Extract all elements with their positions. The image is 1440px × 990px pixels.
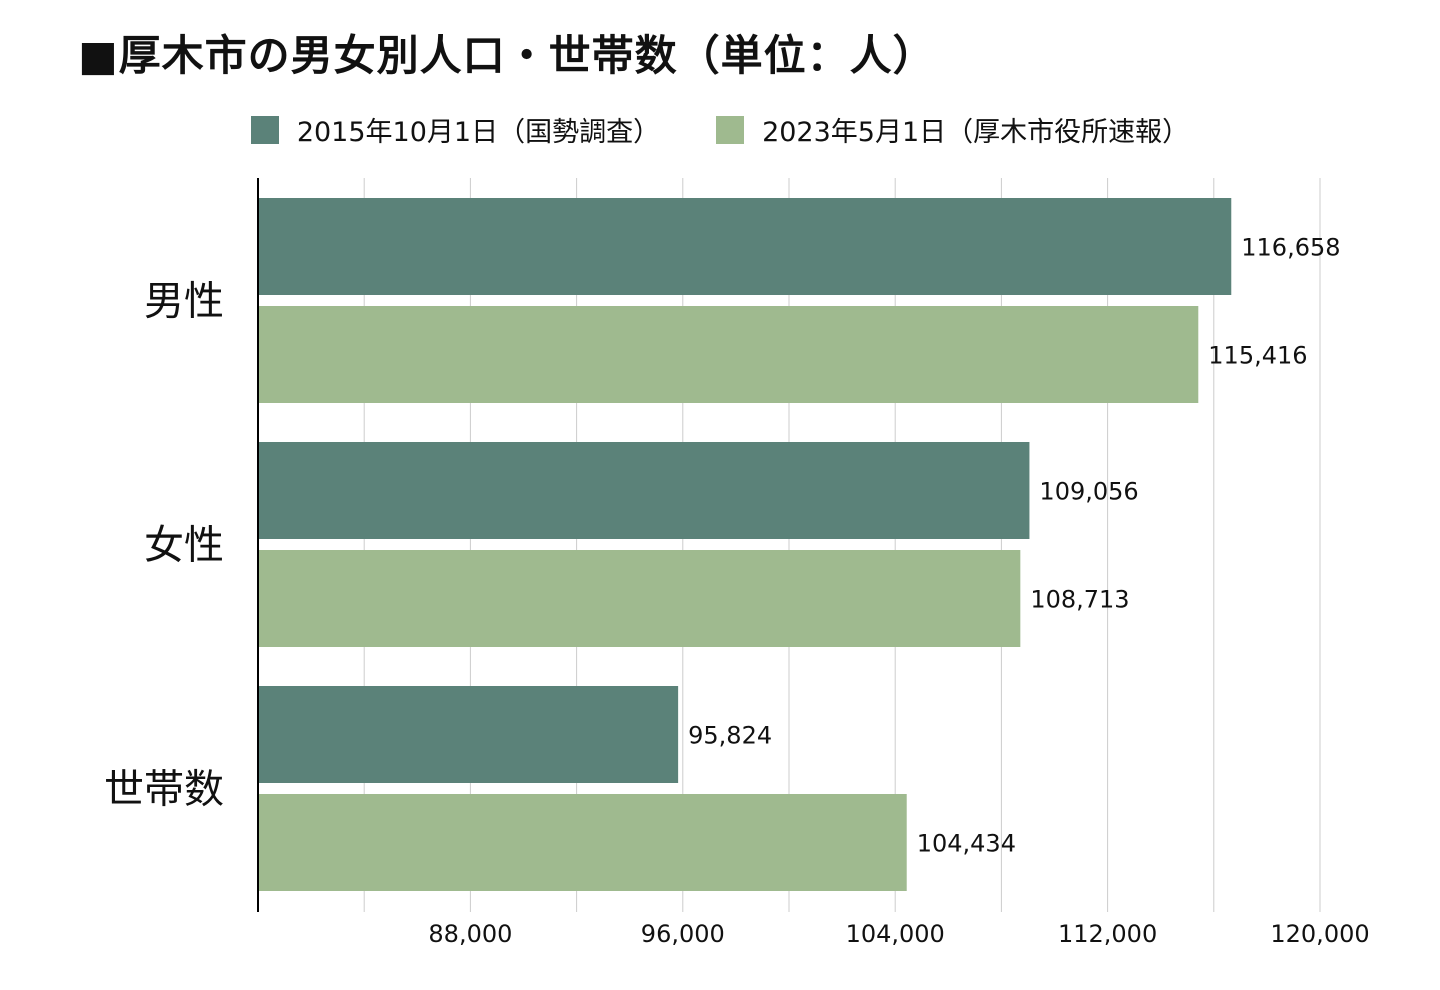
legend-item-series-2: 2023年5月1日（厚木市役所速報） xyxy=(716,110,1189,149)
data-label: 116,658 xyxy=(1241,234,1340,262)
x-tick-label: 96,000 xyxy=(641,920,725,948)
chart-title: ■厚木市の男女別人口・世帯数（単位：人） xyxy=(78,31,936,80)
bar-series-2 xyxy=(258,306,1199,403)
legend: 2015年10月1日（国勢調査） 2023年5月1日（厚木市役所速報） xyxy=(0,110,1440,149)
bar-series-1 xyxy=(258,198,1232,295)
legend-swatch-series-1 xyxy=(250,115,279,144)
bar-series-1 xyxy=(258,442,1030,539)
bar-series-1 xyxy=(258,686,679,783)
legend-swatch-series-2 xyxy=(716,115,745,144)
legend-label-series-1: 2015年10月1日（国勢調査） xyxy=(296,117,661,148)
x-tick-label: 88,000 xyxy=(428,920,512,948)
x-tick-label: 112,000 xyxy=(1058,920,1157,948)
data-label: 95,824 xyxy=(688,722,772,750)
x-tick-label: 104,000 xyxy=(846,920,945,948)
data-label: 108,713 xyxy=(1030,586,1129,614)
data-label: 104,434 xyxy=(917,830,1016,858)
category-label: 女性 xyxy=(144,523,224,569)
x-tick-label: 120,000 xyxy=(1270,920,1369,948)
bar-series-2 xyxy=(258,550,1021,647)
legend-label-series-2: 2023年5月1日（厚木市役所速報） xyxy=(762,117,1190,148)
data-label: 109,056 xyxy=(1039,478,1138,506)
category-label: 世帯数 xyxy=(104,767,224,813)
legend-item-series-1: 2015年10月1日（国勢調査） xyxy=(250,110,661,149)
category-label: 男性 xyxy=(144,279,224,325)
bar-series-2 xyxy=(258,794,907,891)
data-label: 115,416 xyxy=(1208,342,1307,370)
